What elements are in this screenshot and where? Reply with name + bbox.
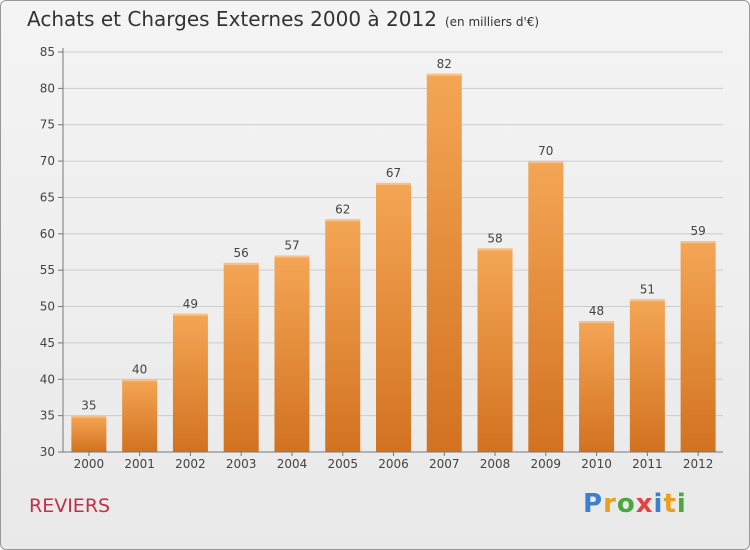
bar-2004 xyxy=(274,255,310,452)
y-tick-label-55: 55 xyxy=(40,263,55,277)
proxiti-logo[interactable]: Proxiti xyxy=(583,489,687,519)
y-tick-label-75: 75 xyxy=(40,118,55,132)
x-tick-label-2007: 2007 xyxy=(429,457,460,471)
bar-group-2006 xyxy=(376,182,411,452)
bar-2005 xyxy=(325,219,361,452)
bar-group-2010 xyxy=(579,321,615,452)
bar-2010 xyxy=(579,321,615,452)
value-label-2003: 56 xyxy=(234,246,249,260)
bar-highlight-2005 xyxy=(325,219,361,222)
bar-2007 xyxy=(426,73,462,453)
value-label-2008: 58 xyxy=(487,231,502,245)
logo-letter: x xyxy=(635,489,654,519)
bar-group-2005 xyxy=(325,219,361,452)
bar-group-2009 xyxy=(528,161,564,452)
value-label-2001: 40 xyxy=(132,362,147,376)
bar-group-2001 xyxy=(122,379,158,452)
logo-letter: r xyxy=(603,489,617,519)
value-label-2012: 59 xyxy=(690,224,705,238)
bar-group-2003 xyxy=(223,262,259,452)
bar-2006 xyxy=(376,182,411,452)
x-tick-label-2009: 2009 xyxy=(531,457,562,471)
logo-letter: i xyxy=(653,489,664,519)
bar-group-2008 xyxy=(477,248,513,452)
bar-highlight-2007 xyxy=(426,73,462,76)
bar-highlight-2008 xyxy=(477,248,513,251)
x-tick-label-2010: 2010 xyxy=(581,457,612,471)
bar-2012 xyxy=(680,241,716,452)
y-tick-label-80: 80 xyxy=(40,81,55,95)
x-tick-label-2006: 2006 xyxy=(378,457,409,471)
x-tick-label-2002: 2002 xyxy=(175,457,206,471)
x-tick-label-2011: 2011 xyxy=(632,457,663,471)
value-label-2005: 62 xyxy=(335,202,350,216)
bar-highlight-2012 xyxy=(680,241,716,244)
bar-highlight-2009 xyxy=(528,161,564,164)
value-label-2007: 82 xyxy=(437,57,452,71)
bar-2000 xyxy=(71,415,107,452)
bar-group-2007 xyxy=(426,73,462,453)
bar-2001 xyxy=(122,379,158,452)
bar-highlight-2003 xyxy=(223,262,259,265)
value-label-2002: 49 xyxy=(183,297,198,311)
y-tick-label-50: 50 xyxy=(40,300,55,314)
y-tick-label-40: 40 xyxy=(40,372,55,386)
labels-layer: 35 40 49 56 57 62 67 82 58 70 48 51 59 xyxy=(81,57,706,413)
bar-group-2002 xyxy=(172,313,208,452)
bar-highlight-2004 xyxy=(274,255,310,258)
bar-highlight-2010 xyxy=(579,321,615,324)
y-tick-label-45: 45 xyxy=(40,336,55,350)
bar-2011 xyxy=(629,299,665,452)
logo-letter: i xyxy=(676,489,687,519)
bar-2002 xyxy=(172,313,208,452)
bar-group-2011 xyxy=(629,299,665,452)
y-tick-label-60: 60 xyxy=(40,227,55,241)
x-tick-label-2000: 2000 xyxy=(74,457,105,471)
y-tick-label-30: 30 xyxy=(40,445,55,459)
y-tick-label-85: 85 xyxy=(40,45,55,59)
bar-2009 xyxy=(528,161,564,452)
x-tick-label-2012: 2012 xyxy=(683,457,714,471)
value-label-2004: 57 xyxy=(284,239,299,253)
x-tick-label-2008: 2008 xyxy=(480,457,511,471)
logo-letter: P xyxy=(583,489,604,519)
y-tick-label-65: 65 xyxy=(40,190,55,204)
x-tick-label-2005: 2005 xyxy=(327,457,358,471)
value-label-2000: 35 xyxy=(81,399,96,413)
x-tick-label-2003: 2003 xyxy=(226,457,257,471)
value-label-2010: 48 xyxy=(589,304,604,318)
bars-layer xyxy=(71,73,716,453)
bar-highlight-2011 xyxy=(629,299,665,302)
bar-2008 xyxy=(477,248,513,452)
y-tick-label-35: 35 xyxy=(40,409,55,423)
y-tick-label-70: 70 xyxy=(40,154,55,168)
value-label-2006: 67 xyxy=(386,166,401,180)
bar-group-2012 xyxy=(680,241,716,452)
logo-letter: o xyxy=(616,489,636,519)
bar-highlight-2001 xyxy=(122,379,158,382)
bar-group-2004 xyxy=(274,255,310,452)
title-text: Achats et Charges Externes 2000 à 2012 xyxy=(27,7,437,31)
bar-highlight-2002 xyxy=(172,313,208,316)
value-label-2011: 51 xyxy=(640,282,655,296)
x-tick-label-2001: 2001 xyxy=(124,457,155,471)
value-label-2009: 70 xyxy=(538,144,553,158)
bar-group-2000 xyxy=(71,415,107,452)
logo-letter: t xyxy=(663,489,677,519)
bar-highlight-2006 xyxy=(376,182,411,185)
bar-highlight-2000 xyxy=(71,415,107,418)
unit-label: (en milliers d'€) xyxy=(444,15,540,29)
chart-title: Achats et Charges Externes 2000 à 2012 (e… xyxy=(27,7,539,31)
bar-2003 xyxy=(223,262,259,452)
x-tick-label-2004: 2004 xyxy=(277,457,308,471)
town-name: REVIERS xyxy=(29,495,111,517)
axis-layer: 30 35 40 45 50 55 60 65 70 75 80 85 2000 2001 2002 2003… xyxy=(40,45,723,471)
